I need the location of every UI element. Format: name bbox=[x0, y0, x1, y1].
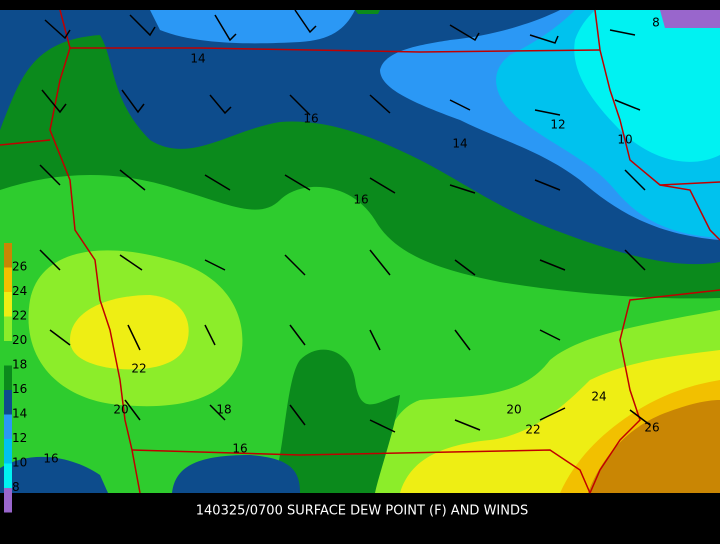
contour-label: 12 bbox=[550, 118, 565, 132]
legend-swatch bbox=[4, 390, 12, 415]
contour-labels: 8 14 16 14 12 10 16 22 20 18 16 16 20 22 24 26 bbox=[43, 16, 659, 466]
legend-label: 12 bbox=[12, 431, 27, 445]
caption: 140325/0700 SURFACE DEW POINT (F) AND WI… bbox=[196, 504, 529, 519]
legend-label: 26 bbox=[12, 260, 27, 274]
legend-label: 22 bbox=[12, 309, 27, 323]
state-borders bbox=[0, 9, 720, 494]
contour-label: 10 bbox=[617, 133, 632, 147]
legend-swatch bbox=[4, 365, 12, 390]
legend-swatch bbox=[4, 414, 12, 439]
contour-label: 16 bbox=[232, 442, 247, 456]
contour-label: 20 bbox=[506, 403, 521, 417]
contour-label: 18 bbox=[216, 403, 231, 417]
legend-label: 8 bbox=[12, 480, 20, 494]
legend-label: 16 bbox=[12, 382, 27, 396]
legend-label: 10 bbox=[12, 456, 27, 470]
contour-label: 16 bbox=[43, 452, 58, 466]
contour-label: 26 bbox=[644, 421, 659, 435]
contour-label: 16 bbox=[303, 112, 318, 126]
contour-label: 20 bbox=[113, 403, 128, 417]
legend-swatch bbox=[4, 267, 12, 292]
contour-label: 24 bbox=[591, 390, 606, 404]
contour-label: 16 bbox=[353, 193, 368, 207]
legend-label: 24 bbox=[12, 284, 27, 298]
contour-label: 22 bbox=[525, 423, 540, 437]
contour-label: 14 bbox=[190, 52, 205, 66]
legend-swatch bbox=[4, 341, 12, 366]
legend-swatch bbox=[4, 463, 12, 488]
contour-label: 22 bbox=[131, 362, 146, 376]
legend-swatch bbox=[4, 488, 12, 513]
contour-label: 14 bbox=[452, 137, 467, 151]
legend-label: 20 bbox=[12, 333, 27, 347]
contour-label: 8 bbox=[652, 16, 660, 30]
legend-swatch bbox=[4, 292, 12, 317]
wind-barbs bbox=[39, 9, 651, 433]
dew-point-field bbox=[0, 10, 720, 493]
legend-swatch bbox=[4, 439, 12, 464]
legend-swatch bbox=[4, 316, 12, 341]
legend-label: 14 bbox=[12, 407, 27, 421]
legend-label: 18 bbox=[12, 358, 27, 372]
color-legend: 26 24 22 20 18 16 14 12 10 8 bbox=[4, 243, 27, 513]
legend-swatch bbox=[4, 243, 12, 268]
